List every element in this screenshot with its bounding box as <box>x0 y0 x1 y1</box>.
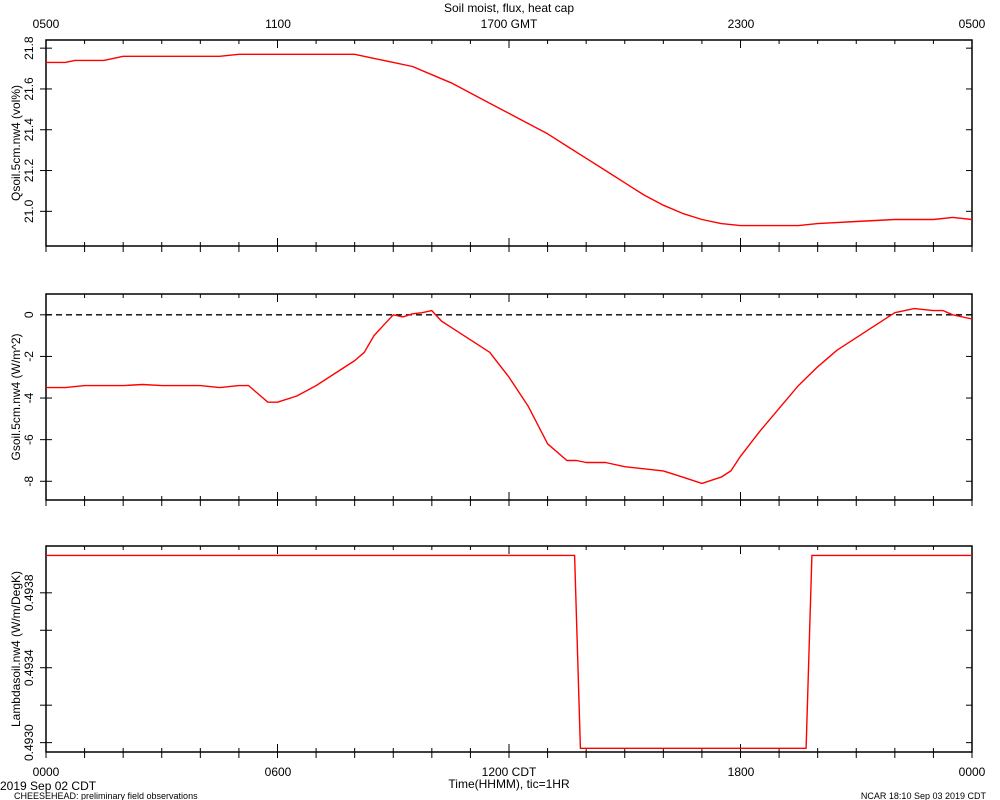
bottom-tick-label: 1800 <box>728 765 755 779</box>
chart-title: Soil moist, flux, heat cap <box>444 1 574 15</box>
y-tick-label: 21.8 <box>22 36 36 60</box>
y-tick-label: 0 <box>22 311 36 318</box>
panel-soil-heat-flux: -8 -6 -4 -2 0 Gsoil.5cm.nw4 (W/m^2) <box>9 293 973 506</box>
bottom-tick-label: 0000 <box>959 765 986 779</box>
bottom-axis-tick-labels: 0000 0600 1200 CDT 1800 0000 <box>33 765 986 779</box>
top-tick-label: 0500 <box>33 17 60 31</box>
y-tick-label: -2 <box>22 351 36 362</box>
top-tick-label: 1700 GMT <box>481 17 538 31</box>
y-tick-label: -6 <box>22 434 36 445</box>
series-line <box>46 307 973 485</box>
top-axis-tick-labels: 0500 1100 1700 GMT 2300 0500 <box>33 17 986 31</box>
y-axis-label: Lambdasoil.nw4 (W/m/DegK) <box>9 571 23 727</box>
x-axis-label: Time(HHMM), tic=1HR <box>448 777 570 791</box>
plot-frame <box>45 545 973 753</box>
y-tick-label: 21.0 <box>22 199 36 223</box>
y-tick-label: 0.4930 <box>22 724 36 761</box>
series-line <box>46 554 972 749</box>
bottom-tick-label: 0000 <box>33 765 60 779</box>
panel-soil-moisture: 21.0 21.2 21.4 21.6 21.8 Qsoil.5cm.nw4 (vol%) <box>9 36 973 252</box>
y-tick-label: -4 <box>22 392 36 403</box>
series-line <box>46 53 973 227</box>
plot-frame <box>45 293 973 501</box>
y-tick-label: 21.4 <box>22 118 36 142</box>
y-tick-label: 0.4934 <box>22 649 36 686</box>
y-tick-label: -8 <box>22 476 36 487</box>
y-tick-label: 21.6 <box>22 77 36 101</box>
top-tick-label: 0500 <box>959 17 986 31</box>
top-tick-label: 2300 <box>728 17 755 31</box>
y-tick-label: 0.4938 <box>22 574 36 611</box>
y-axis-label: Qsoil.5cm.nw4 (vol%) <box>9 85 23 201</box>
bottom-tick-label: 1200 CDT <box>482 765 537 779</box>
footer-project: CHEESEHEAD: preliminary field observatio… <box>14 791 198 800</box>
plot-frame <box>45 39 973 247</box>
footer-date: 2019 Sep 02 CDT <box>0 779 97 793</box>
y-tick-label: 21.2 <box>22 159 36 183</box>
footer-credit: NCAR 18:10 Sep 03 2019 CDT <box>861 791 987 800</box>
y-axis-label: Gsoil.5cm.nw4 (W/m^2) <box>9 334 23 461</box>
bottom-tick-label: 0600 <box>265 765 292 779</box>
top-tick-label: 1100 <box>265 17 291 31</box>
